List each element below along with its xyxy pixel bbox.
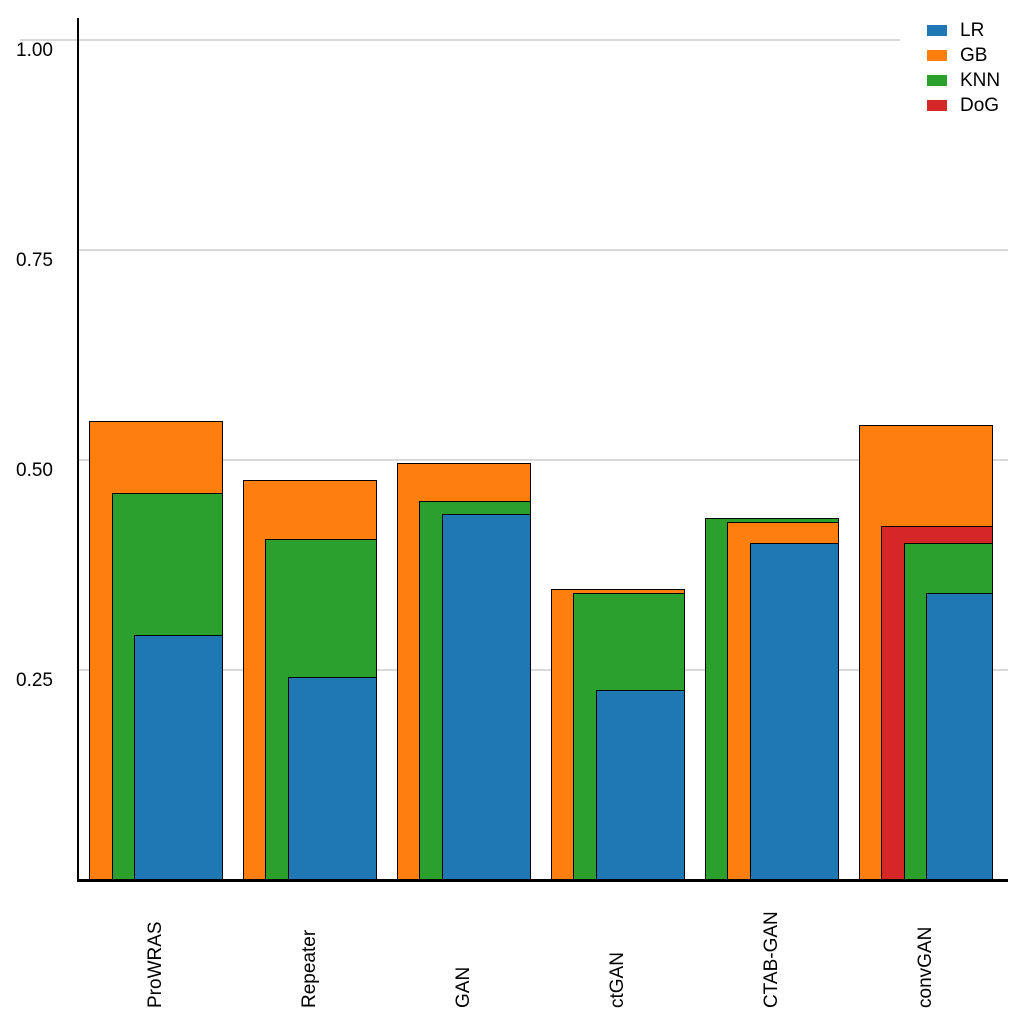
legend-label-LR: LR [960,20,985,41]
x-axis-spine [77,879,1008,882]
legend-label-GB: GB [960,45,988,66]
y-tick-label-1.00: 1.00 [16,40,53,61]
legend-item-GB: GB [900,43,1018,68]
x-tick-label-convGAN: convGAN [914,926,936,1008]
legend-item-DoG: DoG [900,93,1018,118]
bar-Repeater-LR [287,677,377,881]
legend-item-LR: LR [900,18,1018,43]
y-tick-label-0.25: 0.25 [16,670,53,691]
legend-label-KNN: KNN [960,70,1001,91]
x-tick-label-GAN: GAN [452,966,474,1008]
legend-item-KNN: KNN [900,68,1018,93]
y-axis-spine [77,18,79,882]
bar-convGAN-LR [926,593,993,881]
bar-GAN-LR [441,513,531,881]
x-tick-label-ctGAN: ctGAN [606,952,628,1008]
legend-label-DoG: DoG [960,95,1000,116]
gridline-0.75 [77,249,1008,251]
y-tick-label-0.50: 0.50 [16,460,53,481]
legend: LR GB KNN DoG [900,12,1018,118]
bar-ctGAN-LR [595,690,685,881]
x-tick-label-Repeater: Repeater [298,929,320,1008]
x-tick-label-CTAB-GAN: CTAB-GAN [760,911,782,1008]
x-tick-label-ProWRAS: ProWRAS [145,921,166,1008]
gridline-1.00 [20,39,1008,41]
legend-swatch-DoG [927,100,947,111]
legend-swatch-GB [927,50,947,61]
legend-swatch-LR [927,25,947,36]
bar-ProWRAS-LR [134,635,223,881]
legend-swatch-KNN [927,75,947,86]
bar-CTAB-GAN-LR [749,543,839,881]
gridline-0.25 [77,669,1008,671]
gridline-0.50 [77,459,1008,461]
y-tick-label-0.75: 0.75 [16,250,53,271]
